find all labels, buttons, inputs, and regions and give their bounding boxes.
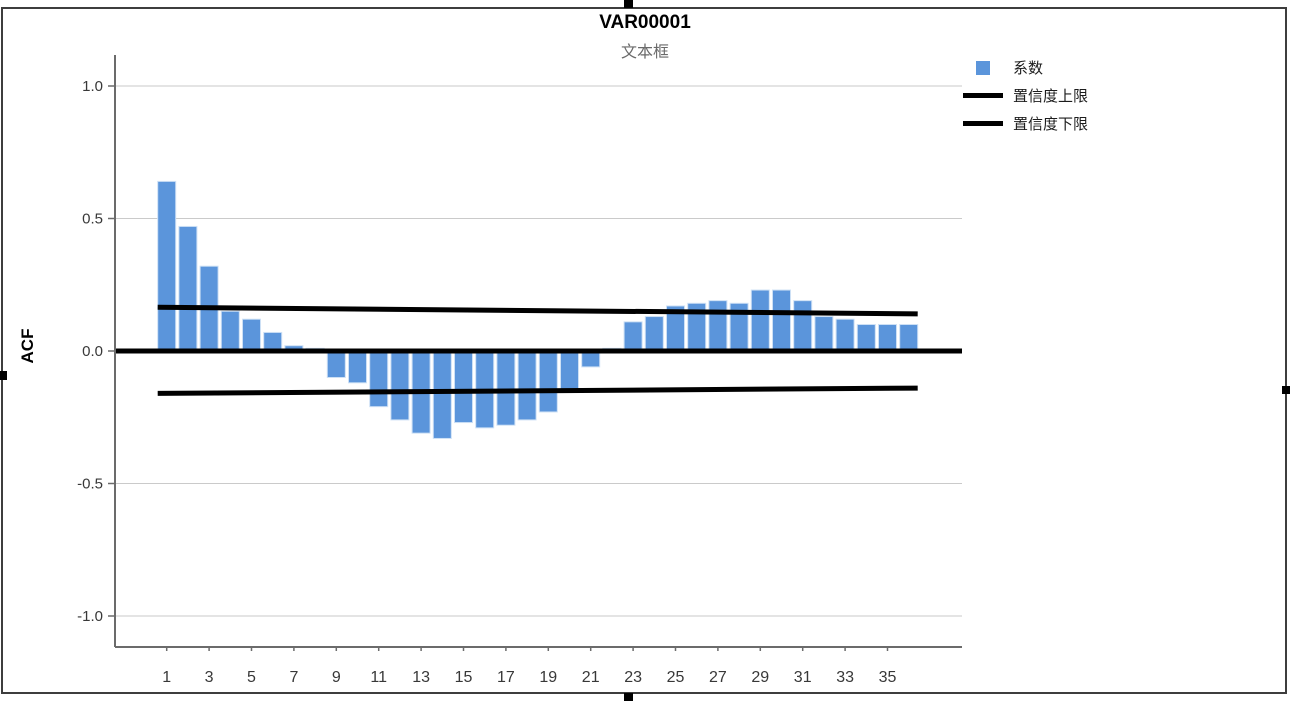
acf-bar [517, 350, 537, 421]
acf-bar [750, 289, 770, 352]
acf-bar [708, 300, 728, 352]
lower-confidence-line-icon [963, 121, 1003, 126]
selection-handle-top[interactable] [624, 0, 633, 8]
x-tick-label: 13 [412, 669, 430, 686]
legend-label-lower-confidence: 置信度下限 [1013, 116, 1089, 133]
coefficient-swatch-icon [976, 60, 990, 75]
acf-bar [454, 350, 473, 424]
acf-bar [538, 350, 558, 413]
acf-bar [623, 321, 643, 352]
x-tick-label: 3 [205, 669, 214, 686]
y-tick-label: 0.0 [82, 343, 103, 360]
x-tick-label: 35 [879, 669, 897, 686]
x-tick-label: 29 [751, 669, 769, 686]
lower-confidence-line [157, 385, 918, 396]
y-axis-title: ACF [18, 328, 37, 364]
acf-bar [220, 310, 240, 352]
acf-bar [793, 300, 813, 352]
legend-label-upper-confidence: 置信度上限 [1013, 88, 1089, 105]
acf-bar [835, 318, 855, 352]
zero-line [115, 348, 962, 354]
legend-item-upper-confidence: 置信度上限 [963, 85, 1088, 106]
acf-bar [326, 350, 346, 378]
acf-bar [814, 316, 834, 352]
acf-bar [432, 350, 452, 439]
x-tick-label: 17 [497, 669, 515, 686]
selection-handle-right[interactable] [1282, 386, 1290, 394]
x-tick-label: 15 [455, 669, 473, 686]
acf-bar [178, 225, 198, 352]
acf-bar [644, 316, 664, 352]
x-tick-label: 7 [289, 669, 298, 686]
chart-subtitle: 文本框 [620, 44, 669, 61]
y-tick-label: -1.0 [77, 608, 103, 625]
legend: 系数 置信度上限 置信度下限 [963, 57, 1088, 134]
y-tick-label: 0.5 [82, 211, 103, 228]
acf-bar [369, 350, 389, 408]
x-tick-label: 23 [624, 669, 642, 686]
acf-bar [348, 350, 367, 384]
legend-label-coefficient: 系数 [1013, 60, 1044, 77]
chart-title: VAR00001 [599, 12, 691, 33]
x-tick-label: 11 [370, 669, 387, 686]
x-tick-label: 21 [582, 669, 600, 686]
selection-handle-left[interactable] [0, 371, 7, 380]
acf-bar [560, 350, 579, 392]
acf-bar [157, 180, 177, 352]
x-tick-label: 5 [247, 669, 256, 686]
selection-handle-bottom[interactable] [624, 693, 633, 701]
legend-item-lower-confidence: 置信度下限 [963, 113, 1088, 134]
y-tick-label: -0.5 [77, 476, 103, 493]
x-tick-label: 31 [794, 669, 812, 686]
upper-confidence-line-icon [963, 93, 1003, 98]
x-tick-label: 27 [709, 669, 727, 686]
upper-confidence-line [157, 304, 918, 317]
x-tick-label: 19 [539, 669, 557, 686]
x-tick-label: 25 [667, 669, 685, 686]
acf-bar [496, 350, 516, 426]
y-tick-label: 1.0 [82, 78, 103, 95]
legend-item-coefficient: 系数 [963, 57, 1088, 78]
acf-bar [242, 318, 261, 352]
acf-bar [263, 331, 283, 352]
acf-bar [772, 289, 791, 352]
x-tick-label: 1 [162, 669, 171, 686]
acf-bar [899, 324, 919, 352]
x-tick-label: 33 [836, 669, 854, 686]
acf-bar [390, 350, 410, 421]
acf-bar [878, 324, 897, 352]
x-tick-label: 9 [332, 669, 341, 686]
acf-bar [856, 324, 876, 352]
